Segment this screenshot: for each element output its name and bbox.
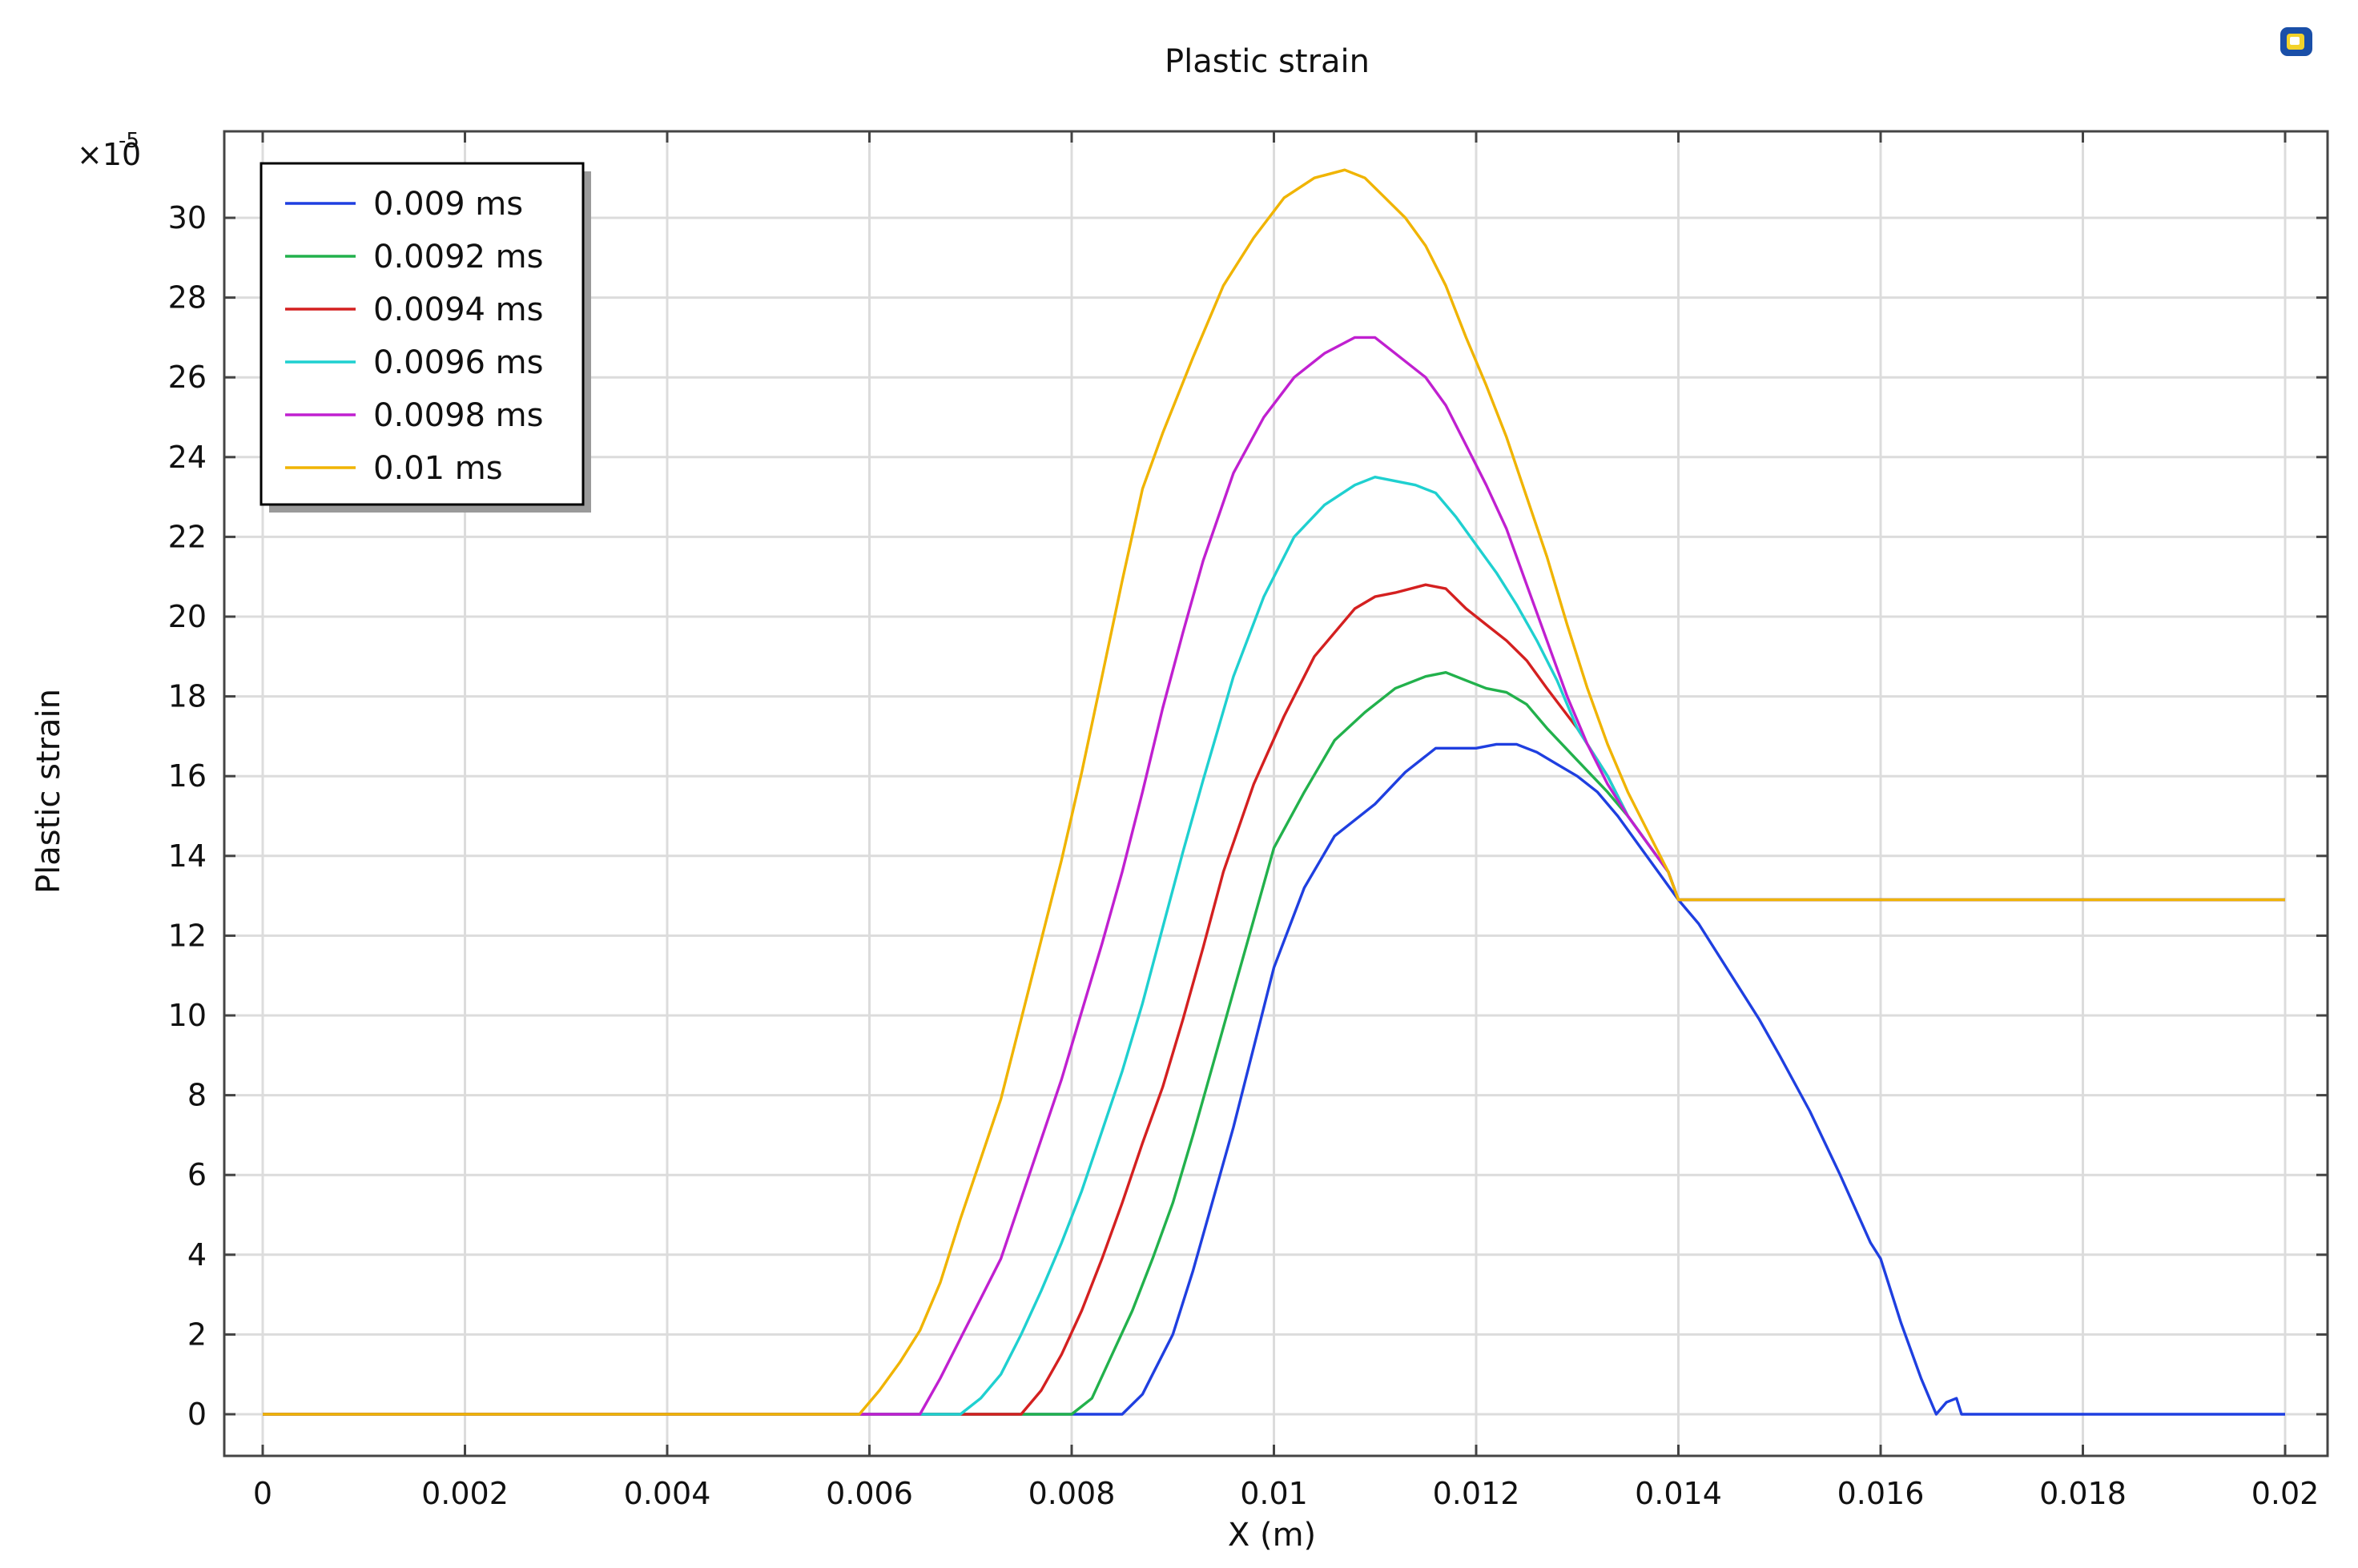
series-line <box>263 476 2285 1416</box>
chart-title: Plastic strain <box>1165 43 1370 80</box>
y-tick-label: 12 <box>168 918 207 953</box>
y-tick-label: 8 <box>187 1078 207 1113</box>
x-tick-label: 0 <box>253 1476 272 1511</box>
legend-entry: 0.0096 ms <box>373 344 543 381</box>
y-tick-label: 10 <box>168 998 207 1033</box>
y-multiplier-exponent: -5 <box>119 129 139 153</box>
y-tick-label: 14 <box>168 838 207 874</box>
y-tick-label: 2 <box>187 1317 207 1352</box>
y-tick-label: 22 <box>168 519 207 554</box>
y-tick-label: 24 <box>168 440 207 475</box>
series-line <box>263 336 2285 1416</box>
x-tick-label: 0.004 <box>624 1476 711 1511</box>
series-line <box>263 742 2285 1416</box>
series-line <box>263 671 2285 1416</box>
y-multiplier: ×10 -5 <box>77 129 141 172</box>
y-tick-label: 28 <box>168 280 207 316</box>
axis-ticks: 0 0.002 0.004 0.006 0.008 0.01 0.012 0.014 0.016… <box>168 131 2328 1511</box>
legend-box <box>260 162 585 506</box>
y-tick-label: 6 <box>187 1157 207 1192</box>
y-multiplier-base: ×10 <box>77 137 141 172</box>
app-logo-icon <box>2280 27 2312 56</box>
x-tick-label: 0.006 <box>826 1476 913 1511</box>
y-tick-label: 26 <box>168 360 207 395</box>
y-tick-label: 18 <box>168 679 207 714</box>
y-axis-label: Plastic strain <box>30 689 67 894</box>
legend-entry: 0.0092 ms <box>373 239 543 275</box>
series-lines <box>263 168 2285 1416</box>
x-tick-label: 0.02 <box>2251 1476 2320 1511</box>
y-tick-label: 0 <box>187 1397 207 1432</box>
x-tick-label: 0.012 <box>1433 1476 1520 1511</box>
legend-entry: 0.01 ms <box>373 450 503 487</box>
grid <box>224 131 2328 1456</box>
x-tick-label: 0.01 <box>1240 1476 1308 1511</box>
x-tick-label: 0.016 <box>1837 1476 1925 1511</box>
y-tick-label: 16 <box>168 758 207 794</box>
legend: 0.009 ms 0.0092 ms 0.0094 ms 0.0096 ms 0.009… <box>260 162 591 513</box>
y-tick-label: 4 <box>187 1237 207 1272</box>
legend-entry: 0.0094 ms <box>373 291 543 328</box>
x-tick-label: 0.014 <box>1635 1476 1722 1511</box>
y-tick-label: 20 <box>168 599 207 634</box>
series-line <box>263 168 2285 1416</box>
x-tick-label: 0.008 <box>1028 1476 1116 1511</box>
x-axis-label: X (m) <box>1228 1517 1316 1554</box>
legend-entry: 0.0098 ms <box>373 397 543 434</box>
legend-entry: 0.009 ms <box>373 186 523 223</box>
plot-frame <box>223 130 2329 1457</box>
x-tick-label: 0.018 <box>2039 1476 2127 1511</box>
x-tick-label: 0.002 <box>421 1476 509 1511</box>
y-tick-label: 30 <box>168 200 207 235</box>
